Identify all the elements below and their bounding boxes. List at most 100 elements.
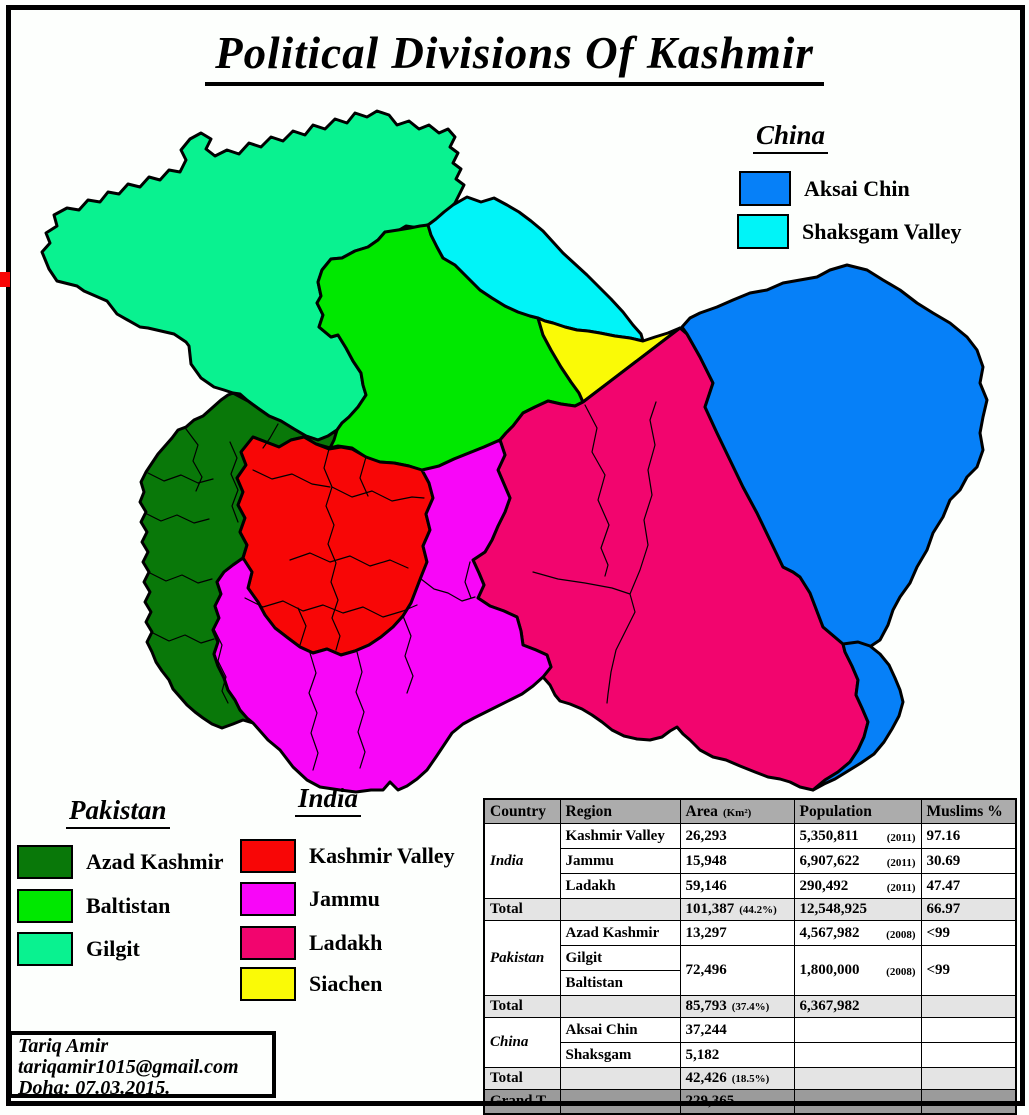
- legend-item-gilgit: Gilgit: [17, 932, 140, 966]
- table-row: India Kashmir Valley 26,293 (2011) 5,350,811…: [483, 823, 1017, 899]
- pakistan-legend-heading: Pakistan: [66, 795, 170, 829]
- azad-kashmir-district-boundaries: [144, 423, 279, 704]
- jammu-district-boundaries: [244, 561, 476, 771]
- legend-label-siachen: Siachen: [309, 971, 383, 996]
- table-cell: Ladakh: [559, 873, 681, 899]
- china-legend-heading: China: [753, 120, 829, 154]
- table-cell: [559, 898, 681, 921]
- ladakh-district-boundaries: [532, 401, 657, 704]
- table-cell: 72,496: [679, 945, 795, 996]
- aksai-chin-region: [680, 263, 989, 652]
- credit-date: Doha: 07.03.2015.: [18, 1077, 171, 1099]
- legend-item-azad-kashmir: Azad Kashmir: [17, 845, 224, 879]
- table-cell: <99: [920, 945, 1017, 996]
- table-cell: Total: [483, 1067, 561, 1090]
- jammu-swatch: [240, 882, 296, 916]
- gilgit-swatch: [17, 932, 73, 966]
- legend-label-ladakh: Ladakh: [309, 930, 383, 955]
- siachen-region: [536, 316, 682, 404]
- legend-label-azad-kashmir: Azad Kashmir: [86, 849, 224, 874]
- table-cell: [559, 1089, 681, 1115]
- table-cell: Pakistan: [483, 920, 561, 996]
- table-cell: [793, 1089, 922, 1115]
- aksai-chin-swatch: [739, 171, 791, 206]
- shaksgam-valley-swatch: [737, 214, 789, 249]
- table-cell: Kashmir Valley: [559, 823, 681, 849]
- page-title-text: Political Divisions Of Kashmir: [205, 27, 824, 86]
- kashmir-valley-swatch: [240, 839, 296, 873]
- table-cell: 30.69: [920, 848, 1017, 874]
- statistics-table: Country Region Area (Km²) Population Muslims …: [483, 798, 1017, 1115]
- table-cell: Aksai Chin: [559, 1017, 681, 1043]
- table-cell: China: [483, 1017, 561, 1068]
- table-cell: (2011) 5,350,811: [793, 823, 922, 849]
- legend-item-shaksgam-valley: Shaksgam Valley: [737, 214, 962, 249]
- table-cell: [920, 1067, 1017, 1090]
- siachen-swatch: [240, 967, 296, 1001]
- table-row: Gilgit 72,496 (2008) 1,800,000 <99: [484, 945, 1017, 996]
- table-cell: Total: [483, 898, 561, 921]
- table-cell: Baltistan: [559, 970, 681, 996]
- table-row: Shaksgam 5,182: [484, 1042, 1017, 1068]
- credit-author: Tariq Amir: [18, 1035, 109, 1057]
- table-row: China Aksai Chin 37,244: [483, 1017, 1017, 1068]
- table-header-cell: Region: [559, 798, 681, 824]
- jammu-region: [211, 438, 553, 794]
- table-cell: 37,244: [679, 1017, 795, 1043]
- credit-email: tariqamir1015@gmail.com: [18, 1056, 239, 1078]
- table-cell: 5,182: [679, 1042, 795, 1068]
- table-cell: 42,426 (18.5%): [679, 1067, 795, 1090]
- table-cell: 26,293: [679, 823, 795, 849]
- legend-item-jammu: Jammu: [240, 882, 380, 916]
- table-cell: 97.16: [920, 823, 1017, 849]
- legend-label-shaksgam-valley: Shaksgam Valley: [802, 218, 962, 244]
- table-row: Grand T. 229,365: [483, 1089, 1017, 1115]
- table-cell: 13,297: [679, 920, 795, 946]
- table-row: Pakistan Azad Kashmir 13,297 (2008) 4,567,98…: [483, 920, 1017, 996]
- legend-label-jammu: Jammu: [309, 886, 380, 911]
- table-cell: [920, 995, 1017, 1018]
- table-row: Total 101,387 (44.2%) 12,548,925 66.97: [483, 898, 1017, 921]
- table-cell: 12,548,925: [793, 898, 922, 921]
- table-cell: [920, 1089, 1017, 1115]
- legend-item-aksai-chin: Aksai Chin: [739, 171, 910, 206]
- table-cell: 47.47: [920, 873, 1017, 899]
- legend-label-gilgit: Gilgit: [86, 936, 140, 961]
- table-cell: [920, 1017, 1017, 1043]
- table-row: Total 42,426 (18.5%): [483, 1067, 1017, 1090]
- table-cell: (2011) 290,492: [793, 873, 922, 899]
- table-row: Baltistan: [484, 970, 1016, 996]
- table-cell: <99: [920, 920, 1017, 946]
- ladakh-swatch: [240, 926, 296, 960]
- page-title: Political Divisions Of Kashmir: [0, 27, 1029, 86]
- credit-box: Tariq Amir tariqamir1015@gmail.com Doha:…: [8, 1031, 276, 1099]
- table-cell: Total: [483, 995, 561, 1018]
- table-cell: [559, 995, 681, 1018]
- india-legend-heading: India: [295, 783, 362, 817]
- table-row: Ladakh 59,146 (2011) 290,492 47.47: [484, 873, 1017, 899]
- table-cell: Jammu: [559, 848, 681, 874]
- table-header-cell: Muslims %: [920, 798, 1017, 824]
- aksai-chin-patch: [811, 640, 905, 792]
- table-cell: (2008) 4,567,982: [793, 920, 922, 946]
- table-header-row: Country Region Area (Km²) Population Muslims …: [483, 798, 1017, 824]
- table-cell: [559, 1067, 681, 1090]
- azad-kashmir-swatch: [17, 845, 73, 879]
- legend-item-kashmir-valley: Kashmir Valley: [240, 839, 455, 873]
- table-cell: 66.97: [920, 898, 1017, 921]
- legend-item-baltistan: Baltistan: [17, 889, 170, 923]
- table-cell: 101,387 (44.2%): [679, 898, 795, 921]
- legend-item-siachen: Siachen: [240, 967, 382, 1001]
- table-cell: 15,948: [679, 848, 795, 874]
- table-row: Total 85,793 (37.4%) 6,367,982: [483, 995, 1017, 1018]
- table-cell: [793, 1042, 922, 1068]
- table-cell: (2008) 1,800,000: [793, 945, 922, 996]
- table-cell: [793, 1067, 922, 1090]
- kashmir-valley-district-boundaries: [252, 448, 425, 651]
- table-cell: Azad Kashmir: [559, 920, 681, 946]
- legend-item-ladakh: Ladakh: [240, 926, 382, 960]
- table-cell: 6,367,982: [793, 995, 922, 1018]
- table-cell: [920, 1042, 1017, 1068]
- table-cell: [793, 1017, 922, 1043]
